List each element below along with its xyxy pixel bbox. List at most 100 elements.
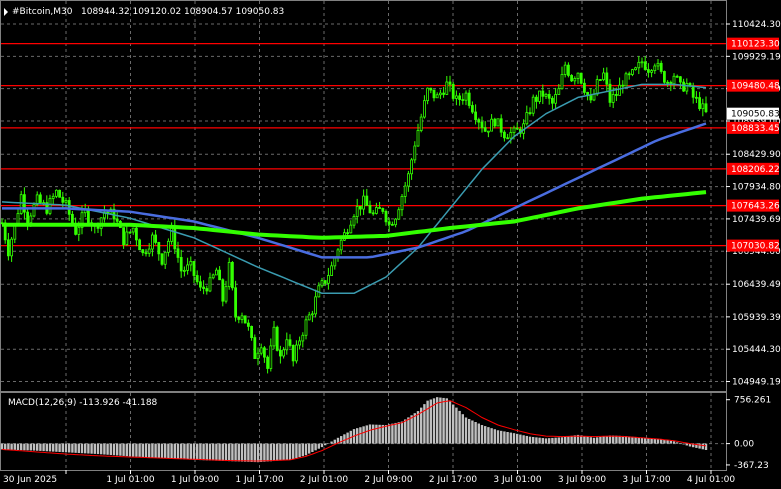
macd-histogram-bar [378,424,381,444]
candle [32,202,36,218]
candle [298,336,302,350]
candle [291,344,295,367]
macd-histogram-bar [637,437,640,444]
candle [454,90,458,106]
candle [282,347,286,359]
macd-label: MACD(12,26,9) -113.926 -41.188 [8,398,158,408]
candle [400,193,404,217]
candle [243,315,247,324]
macd-histogram-bar [679,443,682,444]
macd-histogram-bar [23,443,26,451]
svg-text:110123.30: 110123.30 [731,40,780,50]
macd-histogram-bar [669,440,672,444]
macd-histogram-bar [640,437,644,444]
macd-histogram-bar [676,442,679,444]
price-level-label: 110123.30 [727,37,780,50]
candle [192,260,196,284]
candle [166,238,170,257]
candle [122,227,125,249]
macd-histogram-bar [90,443,93,454]
macd-histogram-bar [532,436,535,444]
macd-histogram-bar [608,435,612,444]
macd-histogram-bar [186,443,189,460]
candle [442,86,446,98]
macd-histogram-bar [164,443,167,459]
candle [368,200,372,214]
macd-histogram-bar [474,422,477,444]
candle [141,249,145,256]
macd-histogram-bar [173,443,176,459]
time-tick-label: 30 Jun 2025 [3,475,57,485]
candle [704,96,708,114]
price-tick-label: 109929.19 [732,52,781,62]
macd-histogram-bar [292,443,295,459]
candle [579,72,583,85]
candle [211,273,215,280]
macd-histogram-bar [688,443,692,447]
moving-average-mid [2,122,707,259]
candle [195,270,199,285]
candle [198,275,202,292]
time-axis[interactable]: 30 Jun 2025 1 Jul 01:00 1 Jul 09:00 1 Jul 1… [3,470,735,485]
candle [381,207,385,214]
macd-histogram-bar [375,424,378,444]
macd-histogram-bar [151,443,154,458]
macd-histogram-bar [509,432,512,444]
dropdown-triangle-icon[interactable] [4,8,8,16]
candle [416,123,420,147]
macd-histogram-bar [618,435,621,444]
macd-histogram-bar [343,434,346,444]
macd-histogram-bar [506,432,509,444]
candle [51,193,55,205]
macd-histogram-bar [634,437,637,444]
price-scale[interactable]: 109050.83110424.30109929.19109434.091089… [726,20,781,388]
macd-histogram-bar [631,436,634,444]
candle [39,192,42,204]
moving-average-slow [2,190,707,240]
candle [496,118,500,127]
time-tick-label: 4 Jul 01:00 [687,475,736,485]
svg-text:108833.45: 108833.45 [731,124,780,134]
candle [656,58,660,71]
main-pane-border [0,0,727,392]
candle [128,231,132,235]
candle [438,89,442,100]
macd-histogram-bar [106,443,109,455]
candle [214,267,218,276]
macd-tick-label: -367.23 [734,461,769,471]
macd-histogram-bar [621,435,624,444]
candle [541,84,545,105]
macd-histogram-bar [45,443,48,452]
price-tick-label: 107934.80 [732,183,781,193]
macd-histogram-bar [13,443,16,450]
candle [326,267,330,290]
macd-histogram-bar [615,435,618,444]
candle [573,76,577,85]
macd-histogram-bar [612,435,615,444]
candle [563,61,567,78]
macd-histogram-bar [263,443,266,462]
candle [288,334,292,348]
candle [310,310,314,323]
macd-histogram-bar [32,443,36,451]
current-price-marker: 109050.83 [727,107,780,120]
candle [448,75,452,92]
candle [554,87,557,110]
candle [266,355,270,374]
macd-histogram-bar [71,443,74,453]
macd-histogram-bar [525,435,528,444]
macd-histogram-bar [432,398,436,444]
candle [339,238,343,255]
macd-histogram-bar [272,443,276,462]
macd-histogram-bar [330,441,333,444]
macd-histogram-bar [592,437,596,444]
macd-histogram-bar [644,438,647,444]
current-price-label: 109050.83 [731,110,780,120]
macd-histogram-bar [429,399,432,444]
macd-histogram-bar [170,443,173,459]
macd-histogram-bar [442,397,445,444]
macd-histogram-bar [602,436,605,444]
macd-histogram-bar [346,432,349,444]
macd-histogram-bar [320,443,324,448]
